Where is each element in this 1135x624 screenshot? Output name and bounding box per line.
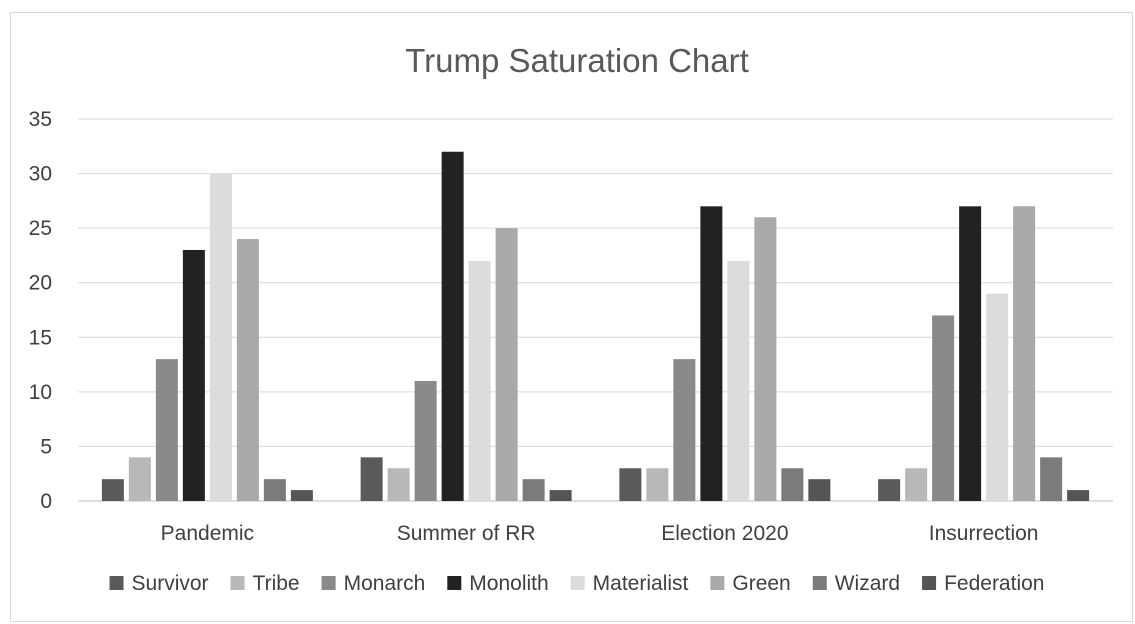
legend-label: Monarch bbox=[344, 572, 426, 595]
bar-wizard-election-2020 bbox=[781, 468, 804, 501]
bar-survivor-insurrection bbox=[878, 479, 901, 501]
legend-swatch bbox=[570, 576, 585, 590]
bar-monolith-election-2020 bbox=[700, 206, 723, 502]
y-tick-label: 10 bbox=[29, 381, 52, 404]
bar-monolith-pandemic bbox=[182, 249, 205, 501]
bar-tribe-election-2020 bbox=[646, 468, 669, 501]
bar-monarch-insurrection bbox=[932, 315, 955, 501]
bar-wizard-insurrection bbox=[1040, 457, 1063, 501]
x-axis-categories: Pandemic Summer of RR Election 2020 Insurre… bbox=[161, 522, 1039, 545]
legend-swatch bbox=[321, 576, 336, 590]
bar-federation-summer-of-rr bbox=[549, 490, 572, 501]
bar-survivor-pandemic bbox=[101, 479, 124, 501]
legend-swatch bbox=[447, 576, 462, 590]
legend-swatch bbox=[812, 576, 827, 590]
bar-tribe-insurrection bbox=[905, 468, 928, 501]
gridlines bbox=[78, 118, 1113, 502]
bar-tribe-pandemic bbox=[128, 457, 151, 501]
bar-green-pandemic bbox=[236, 239, 259, 502]
bar-survivor-election-2020 bbox=[619, 468, 642, 501]
legend-item-green: Green bbox=[710, 572, 791, 595]
x-category-label: Summer of RR bbox=[397, 522, 536, 545]
bar-materialist-insurrection bbox=[986, 293, 1009, 501]
legend-label: Federation bbox=[944, 572, 1044, 595]
legend-label: Green bbox=[732, 572, 790, 595]
bar-green-insurrection bbox=[1013, 206, 1036, 502]
legend-swatch bbox=[922, 576, 937, 590]
bar-monolith-summer-of-rr bbox=[441, 151, 464, 501]
legend-label: Materialist bbox=[593, 572, 689, 595]
bar-monarch-summer-of-rr bbox=[414, 380, 437, 501]
bar-monolith-insurrection bbox=[959, 206, 982, 502]
legend-item-monolith: Monolith bbox=[447, 572, 549, 595]
bars bbox=[101, 151, 1090, 502]
bar-green-summer-of-rr bbox=[495, 228, 518, 501]
x-category-label: Pandemic bbox=[161, 522, 254, 545]
y-tick-label: 0 bbox=[40, 490, 52, 513]
legend: Survivor Tribe Monarch Monolith Materialist G… bbox=[109, 572, 1044, 595]
bar-materialist-election-2020 bbox=[727, 260, 750, 501]
y-tick-label: 15 bbox=[29, 326, 52, 349]
legend-label: Survivor bbox=[132, 572, 209, 595]
legend-swatch bbox=[109, 576, 124, 590]
legend-label: Wizard bbox=[835, 572, 900, 595]
bar-materialist-pandemic bbox=[209, 173, 232, 502]
x-category-label: Insurrection bbox=[929, 522, 1039, 545]
y-tick-label: 30 bbox=[29, 163, 52, 186]
legend-item-federation: Federation bbox=[922, 572, 1044, 595]
bar-wizard-pandemic bbox=[263, 479, 286, 501]
bar-monarch-election-2020 bbox=[673, 359, 696, 501]
legend-swatch bbox=[230, 576, 245, 590]
bar-tribe-summer-of-rr bbox=[387, 468, 410, 501]
x-category-label: Election 2020 bbox=[661, 522, 788, 545]
bar-federation-election-2020 bbox=[808, 479, 831, 501]
bar-federation-insurrection bbox=[1067, 490, 1090, 501]
bar-federation-pandemic bbox=[290, 490, 313, 501]
chart-title: Trump Saturation Chart bbox=[405, 42, 749, 79]
legend-item-survivor: Survivor bbox=[109, 572, 209, 595]
bar-materialist-summer-of-rr bbox=[468, 260, 491, 501]
legend-swatch bbox=[710, 576, 725, 590]
y-axis-ticks: 0 5 10 15 20 25 30 35 bbox=[29, 108, 52, 513]
bar-wizard-summer-of-rr bbox=[522, 479, 545, 501]
y-tick-label: 25 bbox=[29, 217, 52, 240]
legend-label: Tribe bbox=[253, 572, 300, 595]
bar-monarch-pandemic bbox=[155, 359, 178, 501]
legend-item-wizard: Wizard bbox=[812, 572, 900, 595]
legend-item-tribe: Tribe bbox=[230, 572, 300, 595]
bar-green-election-2020 bbox=[754, 217, 777, 501]
bar-survivor-summer-of-rr bbox=[360, 457, 383, 501]
legend-label: Monolith bbox=[469, 572, 548, 595]
y-tick-label: 20 bbox=[29, 272, 52, 295]
legend-item-monarch: Monarch bbox=[321, 572, 426, 595]
legend-item-materialist: Materialist bbox=[570, 572, 689, 595]
y-tick-label: 35 bbox=[29, 108, 52, 131]
y-tick-label: 5 bbox=[40, 435, 52, 458]
